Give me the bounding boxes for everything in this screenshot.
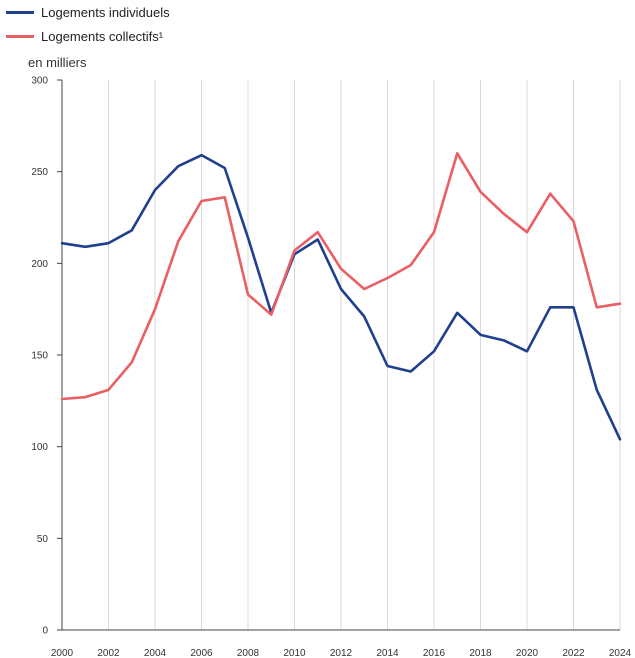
x-tick-label-2012: 2012 bbox=[330, 648, 353, 658]
y-tick-label-50: 50 bbox=[37, 534, 49, 545]
x-tick-label-2004: 2004 bbox=[144, 648, 167, 658]
x-tick-label-2010: 2010 bbox=[283, 648, 306, 658]
x-tick-label-2002: 2002 bbox=[97, 648, 120, 658]
x-tick-label-2018: 2018 bbox=[469, 648, 492, 658]
grid-lines bbox=[108, 80, 621, 630]
x-tick-label-2020: 2020 bbox=[516, 648, 539, 658]
y-tick-label-100: 100 bbox=[31, 442, 48, 453]
y-tick-label-300: 300 bbox=[31, 76, 48, 87]
x-tick-label-2006: 2006 bbox=[190, 648, 213, 658]
tick-labels: 0 50 100 150 200 250 300 2000 2002 2004 2006 2008 20… bbox=[31, 76, 631, 658]
y-tick-label-200: 200 bbox=[31, 259, 48, 270]
series-line-collectifs bbox=[60, 152, 622, 401]
legend-swatch-individuels bbox=[6, 10, 34, 14]
x-tick-label-2008: 2008 bbox=[237, 648, 260, 658]
y-axis-unit-label: en milliers bbox=[28, 55, 87, 70]
legend-label-collectifs: Logements collectifs¹ bbox=[41, 28, 164, 44]
legend-item-individuels[interactable]: Logements individuels bbox=[6, 0, 170, 24]
y-tick-label-250: 250 bbox=[31, 167, 48, 178]
series-lines bbox=[60, 152, 622, 441]
x-tick-label-2000: 2000 bbox=[51, 648, 74, 658]
y-tick-label-150: 150 bbox=[31, 351, 48, 362]
x-tick-label-2022: 2022 bbox=[562, 648, 585, 658]
legend: Logements individuels Logements collecti… bbox=[6, 0, 170, 48]
x-tick-label-2014: 2014 bbox=[376, 648, 399, 658]
series-line-individuels bbox=[60, 153, 622, 441]
x-tick-label-2016: 2016 bbox=[423, 648, 446, 658]
y-tick-label-0: 0 bbox=[42, 626, 48, 637]
legend-swatch-collectifs bbox=[6, 34, 34, 38]
axes bbox=[57, 79, 620, 631]
legend-label-individuels: Logements individuels bbox=[41, 4, 170, 20]
legend-item-collectifs[interactable]: Logements collectifs¹ bbox=[6, 24, 170, 48]
x-tick-label-2024: 2024 bbox=[609, 648, 632, 658]
